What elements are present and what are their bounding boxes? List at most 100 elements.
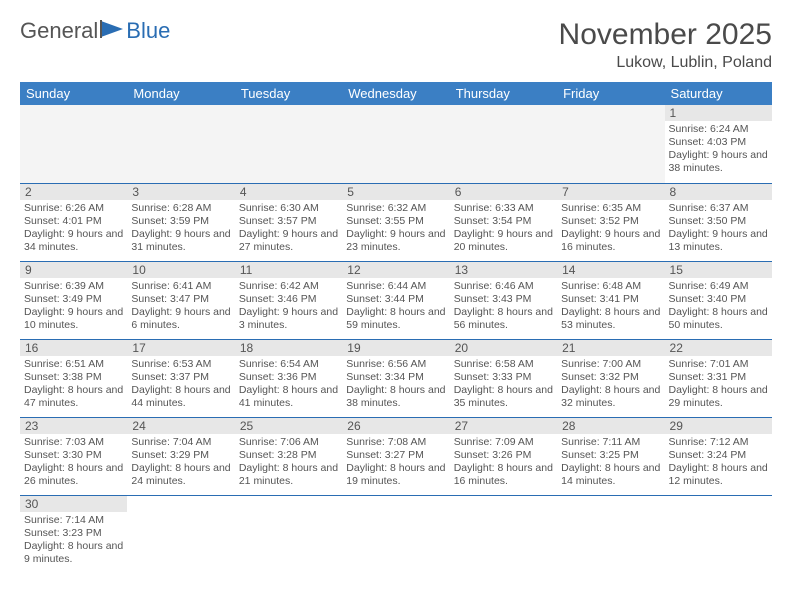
calendar-cell: .. [342,495,449,573]
calendar-cell: 8Sunrise: 6:37 AMSunset: 3:50 PMDaylight… [665,183,772,261]
month-title: November 2025 [559,18,772,52]
calendar-cell: 28Sunrise: 7:11 AMSunset: 3:25 PMDayligh… [557,417,664,495]
day-header: Thursday [450,82,557,105]
day-details: Sunrise: 6:28 AMSunset: 3:59 PMDaylight:… [127,200,234,258]
day-number: 5 [342,184,449,200]
day-number: 8 [665,184,772,200]
day-number: 6 [450,184,557,200]
day-details: Sunrise: 6:32 AMSunset: 3:55 PMDaylight:… [342,200,449,258]
calendar-week: 16Sunrise: 6:51 AMSunset: 3:38 PMDayligh… [20,339,772,417]
calendar-cell [127,105,234,183]
day-details: Sunrise: 6:46 AMSunset: 3:43 PMDaylight:… [450,278,557,336]
calendar-week: 30Sunrise: 7:14 AMSunset: 3:23 PMDayligh… [20,495,772,573]
day-header-row: Sunday Monday Tuesday Wednesday Thursday… [20,82,772,105]
calendar-cell [235,105,342,183]
day-details: Sunrise: 6:58 AMSunset: 3:33 PMDaylight:… [450,356,557,414]
day-details: Sunrise: 6:30 AMSunset: 3:57 PMDaylight:… [235,200,342,258]
day-number: 21 [557,340,664,356]
day-details: Sunrise: 6:33 AMSunset: 3:54 PMDaylight:… [450,200,557,258]
day-number: 26 [342,418,449,434]
logo-text-blue: Blue [126,18,170,44]
day-header: Friday [557,82,664,105]
day-number: 29 [665,418,772,434]
calendar-week: 9Sunrise: 6:39 AMSunset: 3:49 PMDaylight… [20,261,772,339]
day-details: Sunrise: 6:35 AMSunset: 3:52 PMDaylight:… [557,200,664,258]
calendar-cell: 15Sunrise: 6:49 AMSunset: 3:40 PMDayligh… [665,261,772,339]
calendar-cell: 29Sunrise: 7:12 AMSunset: 3:24 PMDayligh… [665,417,772,495]
day-details: Sunrise: 6:37 AMSunset: 3:50 PMDaylight:… [665,200,772,258]
day-details: Sunrise: 6:51 AMSunset: 3:38 PMDaylight:… [20,356,127,414]
calendar-table: Sunday Monday Tuesday Wednesday Thursday… [20,82,772,573]
calendar-cell: 27Sunrise: 7:09 AMSunset: 3:26 PMDayligh… [450,417,557,495]
day-number: 22 [665,340,772,356]
day-number: 30 [20,496,127,512]
day-number: 2 [20,184,127,200]
calendar-cell: 22Sunrise: 7:01 AMSunset: 3:31 PMDayligh… [665,339,772,417]
calendar-week: 23Sunrise: 7:03 AMSunset: 3:30 PMDayligh… [20,417,772,495]
day-details: Sunrise: 7:14 AMSunset: 3:23 PMDaylight:… [20,512,127,570]
day-number: 20 [450,340,557,356]
calendar-cell [450,105,557,183]
day-header: Sunday [20,82,127,105]
calendar-cell: 1Sunrise: 6:24 AMSunset: 4:03 PMDaylight… [665,105,772,183]
day-details: Sunrise: 6:54 AMSunset: 3:36 PMDaylight:… [235,356,342,414]
calendar-cell: .. [557,495,664,573]
day-number: 14 [557,262,664,278]
day-number: 4 [235,184,342,200]
day-number: 19 [342,340,449,356]
calendar-cell: 12Sunrise: 6:44 AMSunset: 3:44 PMDayligh… [342,261,449,339]
day-number: 27 [450,418,557,434]
calendar-cell: .. [450,495,557,573]
day-details: Sunrise: 6:42 AMSunset: 3:46 PMDaylight:… [235,278,342,336]
calendar-cell: 19Sunrise: 6:56 AMSunset: 3:34 PMDayligh… [342,339,449,417]
day-details: Sunrise: 6:56 AMSunset: 3:34 PMDaylight:… [342,356,449,414]
day-details: Sunrise: 7:03 AMSunset: 3:30 PMDaylight:… [20,434,127,492]
title-block: November 2025 Lukow, Lublin, Poland [559,18,772,72]
calendar-cell: 18Sunrise: 6:54 AMSunset: 3:36 PMDayligh… [235,339,342,417]
day-details: Sunrise: 6:24 AMSunset: 4:03 PMDaylight:… [665,121,772,179]
day-details: Sunrise: 7:06 AMSunset: 3:28 PMDaylight:… [235,434,342,492]
calendar-cell [557,105,664,183]
calendar-cell: 14Sunrise: 6:48 AMSunset: 3:41 PMDayligh… [557,261,664,339]
day-number: 13 [450,262,557,278]
day-number: 18 [235,340,342,356]
calendar-cell: 26Sunrise: 7:08 AMSunset: 3:27 PMDayligh… [342,417,449,495]
day-number: 23 [20,418,127,434]
day-details: Sunrise: 6:44 AMSunset: 3:44 PMDaylight:… [342,278,449,336]
day-number: 11 [235,262,342,278]
calendar-cell [20,105,127,183]
day-number: 16 [20,340,127,356]
day-number: 15 [665,262,772,278]
calendar-cell: 24Sunrise: 7:04 AMSunset: 3:29 PMDayligh… [127,417,234,495]
day-details: Sunrise: 7:08 AMSunset: 3:27 PMDaylight:… [342,434,449,492]
calendar-week: 2Sunrise: 6:26 AMSunset: 4:01 PMDaylight… [20,183,772,261]
day-header: Wednesday [342,82,449,105]
calendar-cell: 30Sunrise: 7:14 AMSunset: 3:23 PMDayligh… [20,495,127,573]
day-details: Sunrise: 6:48 AMSunset: 3:41 PMDaylight:… [557,278,664,336]
calendar-week: 1Sunrise: 6:24 AMSunset: 4:03 PMDaylight… [20,105,772,183]
day-details: Sunrise: 7:09 AMSunset: 3:26 PMDaylight:… [450,434,557,492]
day-details: Sunrise: 6:41 AMSunset: 3:47 PMDaylight:… [127,278,234,336]
calendar-cell: 23Sunrise: 7:03 AMSunset: 3:30 PMDayligh… [20,417,127,495]
calendar-cell: 9Sunrise: 6:39 AMSunset: 3:49 PMDaylight… [20,261,127,339]
day-details: Sunrise: 7:00 AMSunset: 3:32 PMDaylight:… [557,356,664,414]
day-header: Saturday [665,82,772,105]
day-details: Sunrise: 6:53 AMSunset: 3:37 PMDaylight:… [127,356,234,414]
calendar-cell: 21Sunrise: 7:00 AMSunset: 3:32 PMDayligh… [557,339,664,417]
day-number: 12 [342,262,449,278]
day-number: 3 [127,184,234,200]
calendar-cell: 20Sunrise: 6:58 AMSunset: 3:33 PMDayligh… [450,339,557,417]
logo-text-general: General [20,18,98,44]
header: General Blue November 2025 Lukow, Lublin… [20,18,772,72]
calendar-cell: 11Sunrise: 6:42 AMSunset: 3:46 PMDayligh… [235,261,342,339]
calendar-cell: 13Sunrise: 6:46 AMSunset: 3:43 PMDayligh… [450,261,557,339]
calendar-cell: 16Sunrise: 6:51 AMSunset: 3:38 PMDayligh… [20,339,127,417]
day-details: Sunrise: 7:12 AMSunset: 3:24 PMDaylight:… [665,434,772,492]
day-details: Sunrise: 6:39 AMSunset: 3:49 PMDaylight:… [20,278,127,336]
day-number: 10 [127,262,234,278]
calendar-cell: 7Sunrise: 6:35 AMSunset: 3:52 PMDaylight… [557,183,664,261]
day-number: 28 [557,418,664,434]
day-number: 25 [235,418,342,434]
day-details: Sunrise: 6:26 AMSunset: 4:01 PMDaylight:… [20,200,127,258]
calendar-cell: 3Sunrise: 6:28 AMSunset: 3:59 PMDaylight… [127,183,234,261]
